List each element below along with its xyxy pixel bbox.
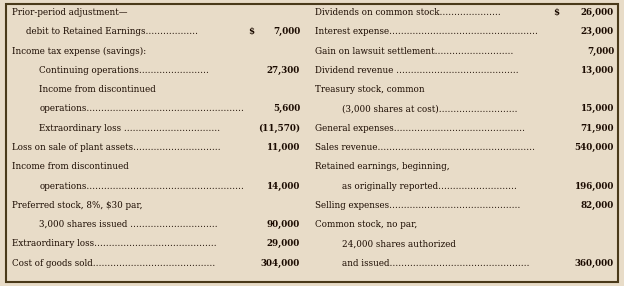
Text: 7,000: 7,000 [587,47,614,55]
Text: 23,000: 23,000 [581,27,614,36]
Text: 13,000: 13,000 [581,66,614,75]
Text: (3,000 shares at cost)………………………: (3,000 shares at cost)……………………… [343,104,518,114]
Text: Gain on lawsuit settlement………………………: Gain on lawsuit settlement……………………… [315,47,514,55]
Text: operations………………………………………………: operations……………………………………………… [39,104,245,114]
Text: Cost of goods sold……………………………………: Cost of goods sold…………………………………… [12,259,215,268]
Text: and issued…………………………………………: and issued………………………………………… [343,259,530,268]
Text: 71,900: 71,900 [580,124,614,133]
Text: Loss on sale of plant assets…………………………: Loss on sale of plant assets………………………… [12,143,221,152]
Text: Treasury stock, common: Treasury stock, common [315,85,424,94]
Text: Extraordinary loss ……………………………: Extraordinary loss …………………………… [39,124,220,133]
Text: debit to Retained Earnings………………: debit to Retained Earnings……………… [26,27,198,36]
Text: 540,000: 540,000 [575,143,614,152]
Text: Continuing operations……………………: Continuing operations…………………… [39,66,209,75]
Text: Dividend revenue ……………………………………: Dividend revenue …………………………………… [315,66,519,75]
Text: Dividends on common stock…………………: Dividends on common stock………………… [315,8,500,17]
Text: $: $ [248,27,254,36]
Text: 82,000: 82,000 [581,201,614,210]
Text: 7,000: 7,000 [273,27,300,36]
Text: 304,000: 304,000 [261,259,300,268]
Text: Retained earnings, beginning,: Retained earnings, beginning, [315,162,450,171]
Text: 26,000: 26,000 [581,8,614,17]
Text: 24,000 shares authorized: 24,000 shares authorized [343,239,456,249]
Text: Income tax expense (savings):: Income tax expense (savings): [12,47,146,56]
Text: Income from discontinued: Income from discontinued [12,162,129,171]
Text: (11,570): (11,570) [258,124,300,133]
Text: 5,600: 5,600 [273,104,300,114]
Text: Preferred stock, 8%, $30 par,: Preferred stock, 8%, $30 par, [12,201,142,210]
Text: Income from discontinued: Income from discontinued [39,85,156,94]
Text: 15,000: 15,000 [580,104,614,114]
Text: General expenses………………………………………: General expenses……………………………………… [315,124,525,133]
Text: Prior-period adjustment—: Prior-period adjustment— [12,8,127,17]
Text: 27,300: 27,300 [266,66,300,75]
Text: $: $ [553,8,559,17]
Text: 11,000: 11,000 [266,143,300,152]
Text: Selling expenses………………………………………: Selling expenses……………………………………… [315,201,520,210]
Text: 360,000: 360,000 [575,259,614,268]
Text: 3,000 shares issued …………………………: 3,000 shares issued ………………………… [39,220,218,229]
Text: operations………………………………………………: operations……………………………………………… [39,182,245,190]
Text: Interest expense……………………………………………: Interest expense…………………………………………… [315,27,538,36]
Text: 196,000: 196,000 [575,182,614,190]
Text: 29,000: 29,000 [266,239,300,249]
Text: as originally reported………………………: as originally reported……………………… [343,182,517,190]
Text: Sales revenue………………………………………………: Sales revenue……………………………………………… [315,143,535,152]
Text: Common stock, no par,: Common stock, no par, [315,220,417,229]
Text: 14,000: 14,000 [266,182,300,190]
Text: 90,000: 90,000 [266,220,300,229]
Text: Extraordinary loss……………………………………: Extraordinary loss…………………………………… [12,239,217,249]
